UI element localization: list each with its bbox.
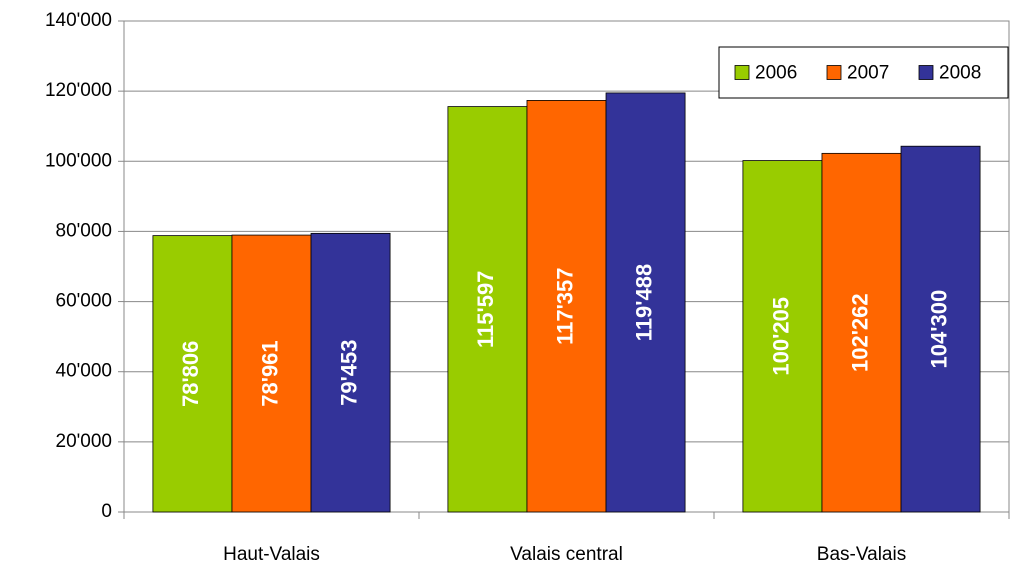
value-label: 104'300 [926,290,951,369]
bar [447,106,528,513]
bar [821,152,902,513]
bar [605,92,686,513]
y-tick-label: 100'000 [45,150,112,171]
y-tick-label: 80'000 [56,220,112,241]
value-label: 78'961 [257,340,282,406]
y-tick-label: 20'000 [56,431,112,452]
legend [718,46,1009,99]
bar [152,235,233,513]
legend-label: 2006 [755,63,797,84]
value-label: 78'806 [178,341,203,407]
y-tick-label: 0 [101,501,112,522]
y-tick-label: 140'000 [45,10,112,31]
y-tick-label: 120'000 [45,80,112,101]
value-label: 102'262 [847,293,872,372]
bar [310,232,391,513]
legend-label: 2007 [847,63,889,84]
value-label: 117'357 [552,267,577,344]
legend-swatch [918,65,934,80]
y-tick-label: 40'000 [56,361,112,382]
value-label: 100'205 [768,297,793,376]
legend-swatch [826,65,842,80]
y-tick-label: 60'000 [56,291,112,312]
bar [742,160,823,513]
bar [526,100,607,513]
legend-label: 2008 [939,63,981,84]
bar [900,145,981,513]
value-label: 79'453 [336,339,361,405]
x-tick-label: Haut-Valais [223,544,320,565]
x-tick-label: Valais central [510,544,623,565]
bar [231,234,312,513]
legend-swatch [734,65,750,80]
x-tick-label: Bas-Valais [817,544,906,565]
value-label: 119'488 [631,264,656,341]
value-label: 115'597 [473,271,498,348]
